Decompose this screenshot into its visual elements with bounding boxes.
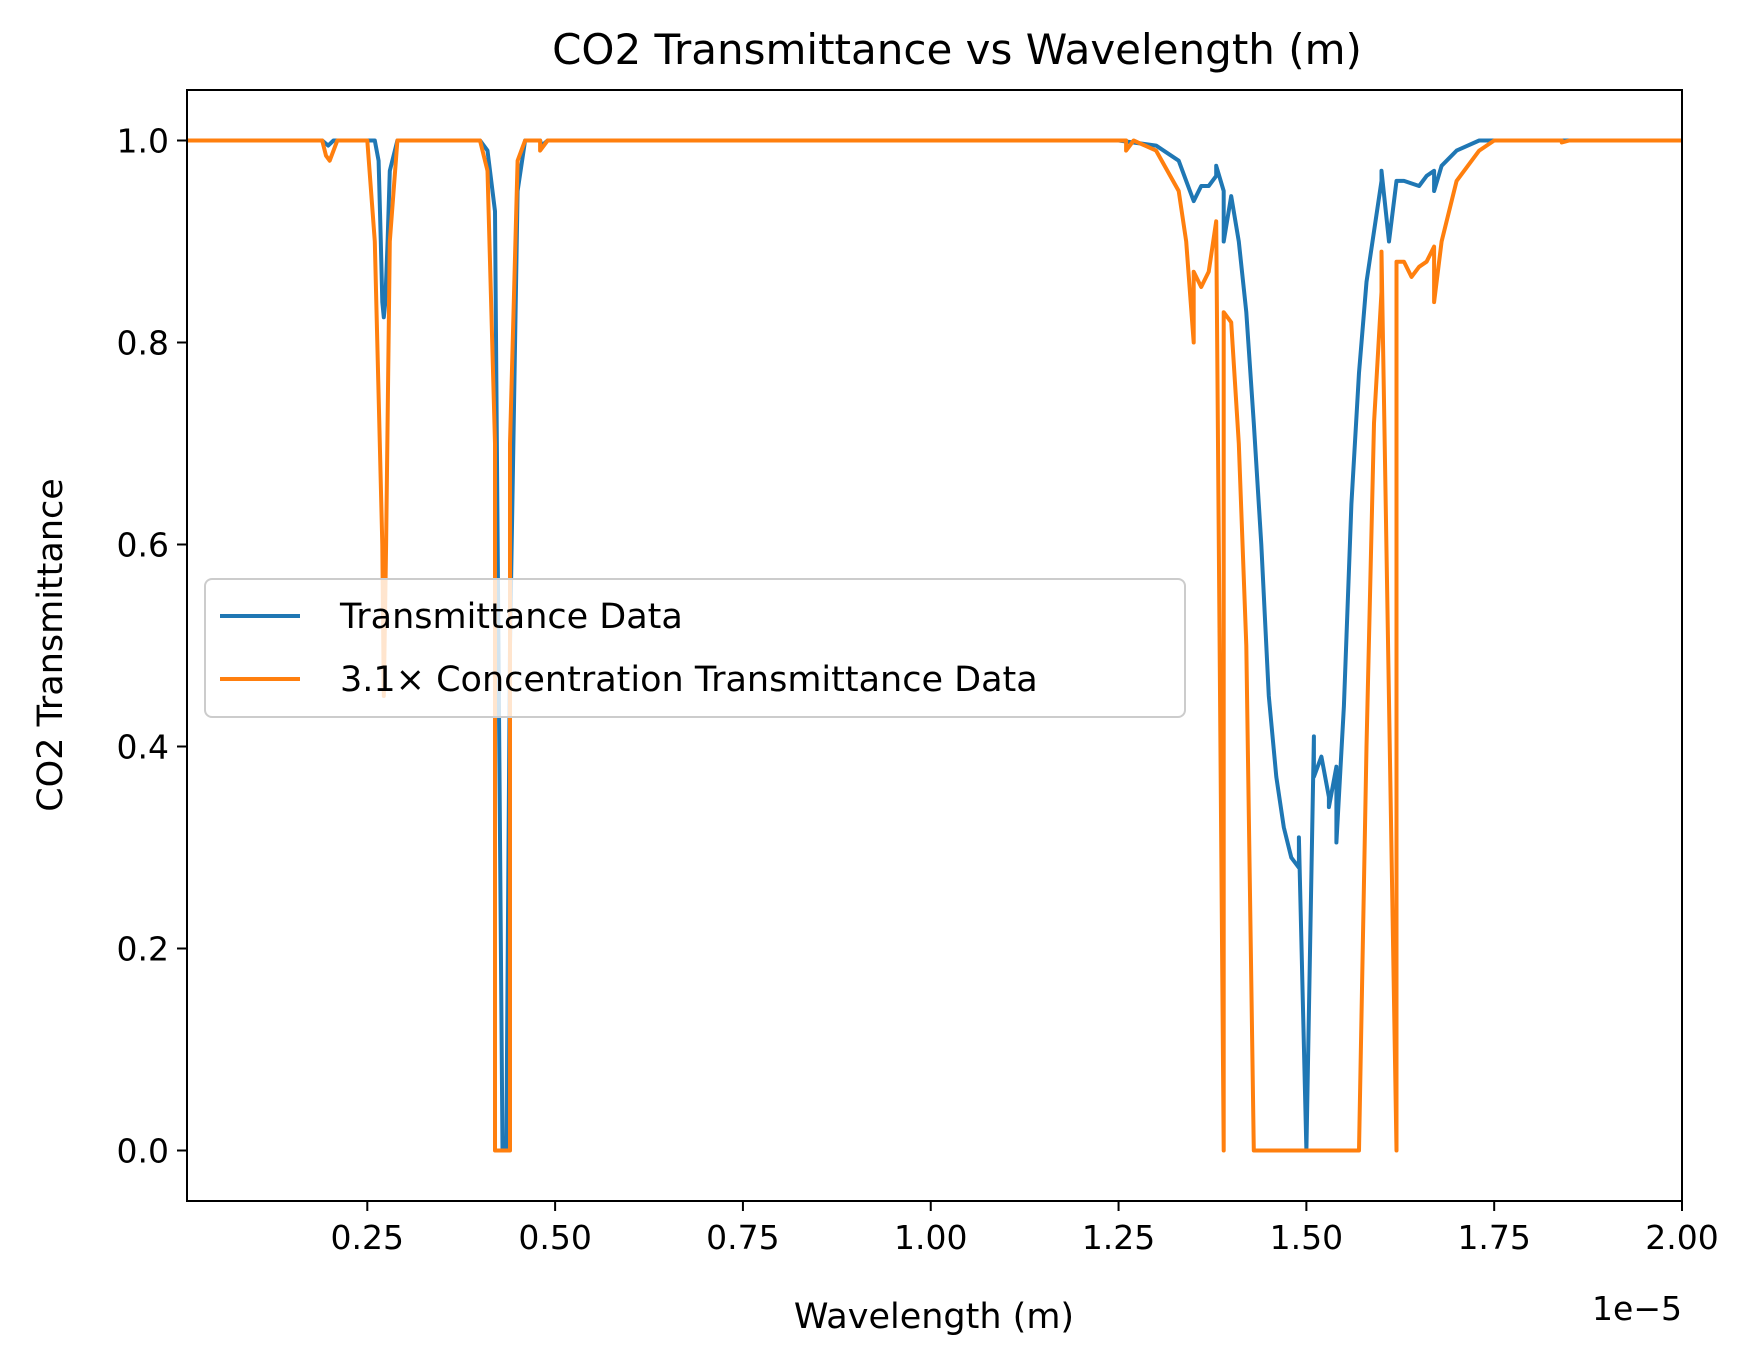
y-axis-label: CO2 Transmittance <box>31 478 71 812</box>
y-tick-label: 0.6 <box>117 526 169 565</box>
series-line-concentration <box>187 138 1682 1153</box>
chart-title: CO2 Transmittance vs Wavelength (m) <box>552 25 1362 74</box>
x-tick-label: 0.50 <box>518 1218 591 1257</box>
series-layer <box>187 138 1682 1153</box>
x-tick-label: 0.75 <box>706 1218 779 1257</box>
x-tick-label: 0.25 <box>331 1218 404 1257</box>
x-tick-label: 1.25 <box>1082 1218 1155 1257</box>
x-tick-label: 1.75 <box>1457 1218 1530 1257</box>
plot-area <box>187 138 1682 1153</box>
y-tick-label: 1.0 <box>117 122 169 161</box>
x-tick-label: 1.50 <box>1270 1218 1343 1257</box>
x-axis-offset-label: 1e−5 <box>1592 1289 1682 1328</box>
y-tick-label: 0.2 <box>117 930 169 969</box>
legend-box <box>204 578 1186 718</box>
x-tick-label: 2.00 <box>1645 1218 1718 1257</box>
legend: Transmittance Data 3.1× Concentration Tr… <box>204 578 1186 718</box>
y-tick-label: 0.0 <box>117 1132 169 1171</box>
x-axis: 0.25 0.50 0.75 1.00 1.25 1.50 1.75 2.00 <box>331 1201 1719 1257</box>
x-tick-label: 1.00 <box>894 1218 967 1257</box>
legend-label-transmittance: Transmittance Data <box>339 597 683 637</box>
y-axis: 0.0 0.2 0.4 0.6 0.8 1.0 <box>117 122 187 1171</box>
legend-label-concentration: 3.1× Concentration Transmittance Data <box>340 660 1038 700</box>
y-tick-label: 0.4 <box>117 728 169 767</box>
plot-frame <box>186 89 1683 1202</box>
y-tick-label: 0.8 <box>117 324 169 363</box>
x-axis-label: Wavelength (m) <box>794 1297 1074 1337</box>
